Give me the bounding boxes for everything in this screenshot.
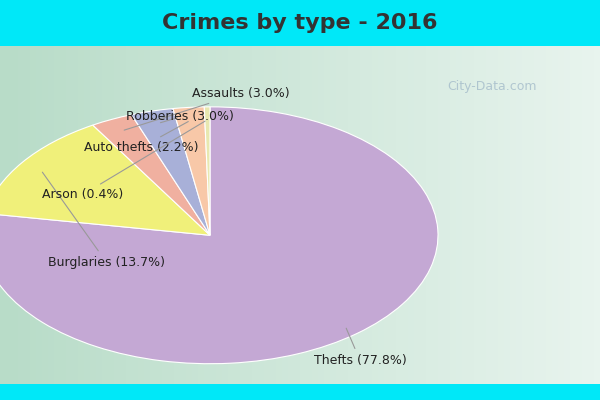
Text: Arson (0.4%): Arson (0.4%) — [42, 121, 205, 201]
Wedge shape — [131, 108, 210, 235]
Wedge shape — [0, 125, 210, 235]
Text: Assaults (3.0%): Assaults (3.0%) — [124, 87, 290, 130]
Wedge shape — [204, 107, 210, 235]
Wedge shape — [173, 107, 210, 235]
Text: Auto thefts (2.2%): Auto thefts (2.2%) — [84, 122, 199, 154]
Text: Thefts (77.8%): Thefts (77.8%) — [314, 328, 406, 367]
Text: City-Data.com: City-Data.com — [447, 80, 537, 93]
Text: Burglaries (13.7%): Burglaries (13.7%) — [43, 172, 165, 269]
Wedge shape — [0, 107, 438, 364]
Text: Robberies (3.0%): Robberies (3.0%) — [126, 110, 234, 124]
Wedge shape — [93, 115, 210, 235]
Text: Crimes by type - 2016: Crimes by type - 2016 — [162, 13, 438, 33]
